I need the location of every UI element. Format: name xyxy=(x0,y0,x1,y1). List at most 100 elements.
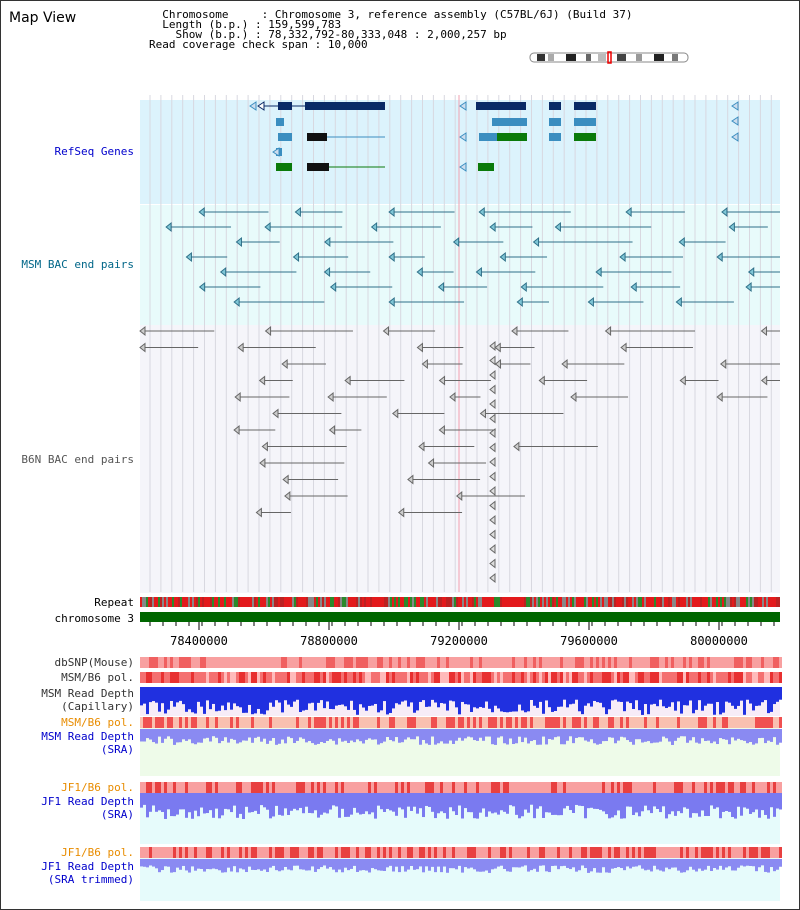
depth-bar xyxy=(692,729,695,738)
depth-bar xyxy=(347,729,350,743)
heat-cell xyxy=(362,657,365,668)
b6n-bac-end xyxy=(382,325,390,337)
heat-cell xyxy=(509,717,512,728)
depth-bar xyxy=(707,793,710,817)
heat-cell xyxy=(581,782,584,793)
heat-cell xyxy=(749,782,752,793)
heat-cell xyxy=(575,782,578,793)
heat-cell xyxy=(188,657,191,668)
heat-cell xyxy=(659,717,662,728)
depth-bar xyxy=(206,687,209,701)
heat-cell xyxy=(203,717,206,728)
b6n-bac-end xyxy=(139,325,146,337)
depth-bar xyxy=(482,729,485,741)
chromosome-line: Chromosome : Chromosome 3, reference ass… xyxy=(162,8,633,21)
depth-bar xyxy=(515,729,518,744)
repeat-block xyxy=(562,597,564,607)
depth-bar xyxy=(578,859,581,871)
heat-cell xyxy=(173,672,176,683)
depth-bar xyxy=(191,859,194,867)
heat-cell xyxy=(293,657,296,668)
heat-cell xyxy=(479,782,482,793)
depth-bar xyxy=(572,793,575,813)
heat-cell xyxy=(191,847,194,858)
heat-cell xyxy=(605,717,608,728)
heat-cell xyxy=(476,782,479,793)
repeat-block xyxy=(556,597,558,607)
depth-bar xyxy=(278,687,281,703)
repeat-block xyxy=(586,597,588,607)
heat-cell xyxy=(557,717,560,728)
depth-bar xyxy=(452,687,455,702)
heat-cell xyxy=(278,657,281,668)
heat-cell xyxy=(734,847,737,858)
heat-cell xyxy=(446,657,449,668)
heat-cell xyxy=(704,847,707,858)
depth-bar xyxy=(425,729,428,744)
depth-bar xyxy=(752,687,755,711)
heat-cell xyxy=(707,847,710,858)
heat-cell xyxy=(737,782,740,793)
heat-cell xyxy=(401,657,404,668)
depth-bar xyxy=(230,729,233,739)
depth-bar xyxy=(545,859,548,872)
heat-cell xyxy=(230,782,233,793)
depth-bar xyxy=(731,793,734,818)
heat-cell xyxy=(620,672,623,683)
heat-cell xyxy=(665,717,668,728)
depth-bar xyxy=(200,859,203,870)
heat-cell xyxy=(419,657,422,668)
b6n-bac-end xyxy=(281,358,288,370)
repeat-block xyxy=(266,597,268,607)
heat-cell xyxy=(548,717,551,728)
repeat-block xyxy=(726,597,728,607)
heat-cell xyxy=(185,717,188,728)
depth-bar xyxy=(383,687,386,702)
heat-cell xyxy=(242,847,245,858)
depth-bar xyxy=(158,859,161,873)
depth-bar xyxy=(731,687,734,706)
depth-bar xyxy=(389,859,392,866)
msm-bac-end-pairs-label[interactable]: MSM BAC end pairs xyxy=(21,258,134,271)
depth-bar xyxy=(455,729,458,741)
repeat-block xyxy=(354,597,356,607)
gene-end-arrow-7 xyxy=(459,162,467,172)
heat-cell xyxy=(320,717,323,728)
repeat-block xyxy=(592,597,594,607)
depth-bar xyxy=(389,793,392,811)
depth-bar xyxy=(317,687,320,703)
repeat-block xyxy=(736,597,738,607)
heat-cell xyxy=(470,717,473,728)
heat-cell xyxy=(683,717,686,728)
depth-bar xyxy=(662,859,665,872)
depth-bar xyxy=(413,687,416,713)
depth-bar xyxy=(365,687,368,711)
b6n-bac-end xyxy=(272,408,279,419)
heat-cell xyxy=(746,717,749,728)
depth-bar xyxy=(242,793,245,819)
repeat-block xyxy=(364,597,366,607)
depth-bar xyxy=(311,729,314,744)
depth-bar xyxy=(659,687,662,700)
depth-bar xyxy=(521,859,524,867)
depth-bar xyxy=(221,859,224,873)
repeat-block xyxy=(270,597,272,607)
heat-cell xyxy=(701,717,704,728)
heat-cell xyxy=(536,717,539,728)
heat-cell xyxy=(230,657,233,668)
heat-cell xyxy=(728,717,731,728)
heat-cell xyxy=(683,847,686,858)
repeat-block xyxy=(670,597,672,607)
heat-cell xyxy=(524,657,527,668)
depth-bar xyxy=(443,729,446,744)
depth-bar xyxy=(197,729,200,743)
b6n-bac-end-pairs-label[interactable]: B6N BAC end pairs xyxy=(21,453,134,466)
heat-cell xyxy=(770,847,773,858)
heat-cell xyxy=(359,847,362,858)
depth-bar xyxy=(176,687,179,703)
refseq-genes-label[interactable]: RefSeq Genes xyxy=(54,145,134,158)
repeat-block xyxy=(652,597,654,607)
jf1-read-depth-label-2: (SRA) xyxy=(100,808,134,821)
depth-bar xyxy=(773,859,776,872)
